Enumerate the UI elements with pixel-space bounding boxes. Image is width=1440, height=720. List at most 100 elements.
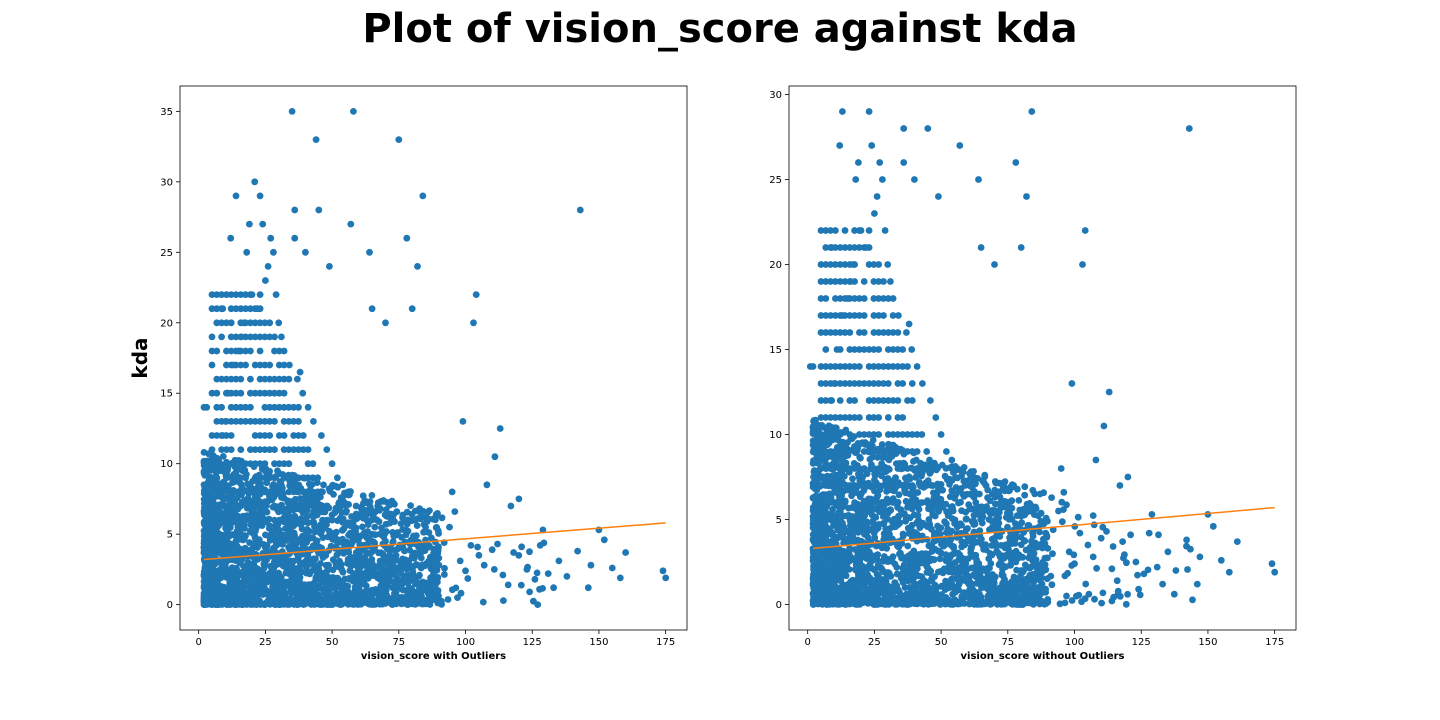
scatter-point (376, 530, 384, 538)
scatter-point (271, 460, 278, 468)
scatter-point (226, 494, 233, 502)
scatter-point (350, 108, 357, 115)
scatter-point (287, 588, 295, 595)
scatter-point (275, 572, 283, 580)
scatter-point (340, 499, 348, 506)
scatter-point (349, 594, 356, 602)
scatter-point (207, 583, 215, 590)
scatter-point (984, 486, 992, 494)
scatter-point (319, 554, 327, 561)
scatter-point (203, 403, 211, 411)
scatter-point (294, 551, 301, 559)
scatter-point (332, 482, 339, 490)
scatter-point (811, 517, 818, 525)
scatter-point (227, 474, 235, 482)
x-tick-label: 100 (456, 637, 475, 648)
scatter-point (242, 347, 250, 355)
scatter-point (346, 567, 354, 574)
scatter-point (873, 526, 880, 533)
scatter-point (280, 460, 288, 468)
scatter-point (904, 542, 912, 550)
scatter-point (412, 590, 420, 598)
scatter-point (963, 573, 970, 581)
scatter-point (1122, 600, 1130, 608)
x-tick-label: 150 (589, 637, 608, 648)
scatter-point (510, 549, 517, 556)
scatter-point (293, 574, 301, 582)
scatter-point (328, 516, 336, 524)
scatter-point (263, 556, 271, 563)
scatter-point (256, 389, 264, 397)
scatter-point (213, 375, 221, 383)
scatter-point (960, 599, 968, 607)
scatter-point (223, 446, 230, 453)
y-tick-label: 10 (160, 459, 173, 470)
y-tick-label: 20 (160, 318, 173, 329)
scatter-point (247, 333, 254, 341)
scatter-point (335, 499, 343, 506)
scatter-point (1114, 587, 1122, 595)
scatter-point (351, 558, 358, 566)
scatter-point (247, 418, 254, 425)
scatter-point (218, 403, 226, 411)
scatter-point (1031, 511, 1038, 518)
scatter-point (1085, 590, 1093, 598)
scatter-point (1005, 503, 1013, 511)
scatter-point (444, 596, 452, 603)
scatter-point (979, 477, 986, 485)
scatter-point (202, 601, 210, 608)
scatter-point (261, 488, 269, 496)
scatter-point (290, 488, 298, 496)
scatter-point (955, 586, 963, 594)
scatter-point (1036, 490, 1044, 498)
scatter-point (382, 593, 389, 601)
scatter-point (368, 492, 376, 499)
scatter-point (268, 570, 276, 577)
scatter-point (224, 389, 232, 397)
scatter-point (266, 389, 274, 397)
scatter-point (241, 591, 249, 599)
scatter-point (285, 508, 293, 516)
scatter-point (349, 577, 357, 585)
scatter-point (905, 552, 912, 560)
scatter-point (282, 525, 289, 532)
scatter-point (251, 563, 259, 571)
scatter-point (1093, 564, 1100, 572)
scatter-point (937, 600, 945, 608)
scatter-point (392, 565, 400, 573)
scatter-point (252, 527, 259, 535)
scatter-point (251, 432, 259, 439)
scatter-point (213, 418, 221, 425)
scatter-point (974, 561, 982, 569)
scatter-point (278, 481, 285, 489)
scatter-point (662, 574, 670, 582)
scatter-point (325, 590, 333, 598)
scatter-point (292, 496, 300, 504)
scatter-point (200, 449, 208, 456)
scatter-point (430, 570, 437, 577)
scatter-point (326, 488, 334, 495)
scatter-point (937, 524, 945, 532)
scatter-point (223, 347, 230, 355)
scatter-point (985, 555, 993, 563)
scatter-point (288, 108, 296, 115)
scatter-point (276, 596, 284, 604)
scatter-point (311, 601, 319, 608)
scatter-point (818, 440, 826, 448)
scatter-point (275, 460, 283, 468)
scatter-point (816, 547, 824, 555)
scatter-point (305, 568, 313, 576)
scatter-point (307, 546, 315, 554)
scatter-point (895, 491, 903, 499)
scatter-point (946, 493, 954, 501)
scatter-point (1015, 551, 1023, 558)
scatter-point (915, 506, 923, 513)
scatter-point (208, 432, 216, 439)
scatter-point (347, 220, 355, 228)
scatter-point (209, 465, 217, 473)
scatter-point (298, 535, 306, 543)
scatter-point (339, 577, 347, 585)
scatter-point (206, 528, 214, 535)
scatter-point (1017, 600, 1024, 608)
scatter-point (235, 584, 243, 592)
